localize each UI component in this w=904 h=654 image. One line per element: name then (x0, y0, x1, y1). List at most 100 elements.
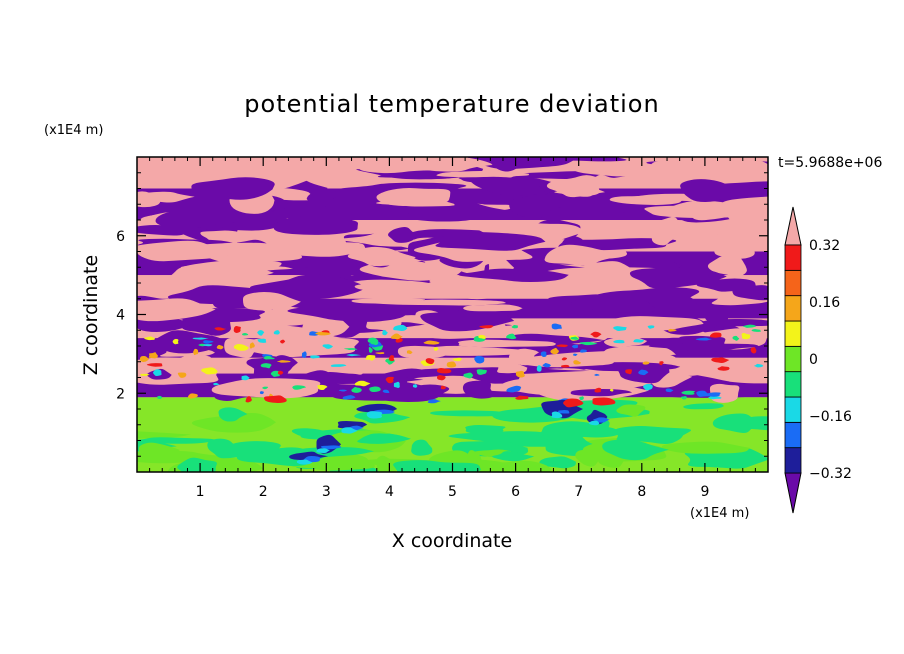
field-blob (155, 205, 263, 230)
lower-patch (138, 442, 180, 458)
field-blob (397, 345, 440, 359)
interface-speck (385, 376, 394, 384)
plume-edge (341, 427, 358, 434)
interface-speck (193, 348, 199, 356)
interface-speck (172, 338, 179, 345)
plume-mid (558, 409, 570, 414)
plume-edge (551, 411, 563, 419)
colorbar-swatch (784, 396, 802, 423)
interface-speck (647, 325, 655, 329)
interface-speck (579, 349, 587, 353)
field-blob (306, 188, 338, 203)
field-blob (570, 388, 633, 397)
interface-speck (382, 389, 390, 394)
lower-patch (614, 426, 692, 444)
interface-speck (452, 357, 462, 362)
interface-speck (382, 329, 388, 336)
x-tick-label: 8 (637, 484, 646, 500)
y-unit-label: (x1E4 m) (44, 123, 103, 138)
interface-speck (732, 335, 740, 341)
field-blob (397, 299, 507, 306)
colorbar-tick-label: 0.16 (809, 295, 840, 311)
interface-speck (515, 370, 525, 378)
field-blob (458, 268, 569, 283)
interface-speck (263, 356, 275, 360)
lower-patch (492, 451, 535, 462)
field-blob (604, 334, 648, 348)
interface-speck (573, 360, 582, 365)
field-blob (354, 283, 476, 296)
interface-speck (140, 373, 150, 376)
interface-speck (633, 339, 644, 343)
x-tick-label: 1 (196, 484, 205, 500)
field-blob (137, 357, 251, 369)
field-blob (388, 227, 419, 243)
interface-speck (146, 363, 163, 367)
interface-speck (351, 387, 362, 393)
interface-speck (148, 352, 158, 359)
interface-speck (579, 341, 598, 346)
interface-speck (609, 388, 614, 392)
field-blob (722, 196, 768, 220)
field-blob (457, 339, 557, 348)
interface-speck (590, 331, 602, 338)
interface-speck (393, 381, 400, 389)
y-axis-title: Z coordinate (80, 255, 102, 375)
interface-speck (436, 375, 446, 381)
field-blob (509, 193, 561, 219)
y-tick-label: 6 (116, 229, 125, 245)
interface-speck (354, 380, 371, 387)
interface-speck (741, 332, 751, 340)
interface-speck (659, 361, 664, 366)
field-blob (137, 240, 237, 262)
interface-speck (270, 370, 281, 377)
interface-speck (249, 342, 255, 349)
interface-speck (317, 384, 328, 391)
interface-speck (665, 388, 674, 393)
colorbar-swatch (784, 421, 802, 449)
interface-speck (280, 339, 286, 344)
interface-speck (709, 332, 722, 338)
interface-speck (561, 357, 568, 361)
interface-speck (571, 344, 579, 349)
colorbar-over-triangle (784, 206, 802, 246)
interface-speck (711, 357, 730, 363)
interface-speck (754, 363, 764, 368)
field-blob (692, 363, 768, 384)
interface-speck (594, 373, 600, 376)
colorbar-tick-label: 0 (809, 352, 818, 368)
field-blob (194, 242, 303, 264)
interface-speck (233, 325, 241, 333)
field-blob (404, 201, 515, 222)
x-tick-label: 2 (259, 484, 268, 500)
interface-speck (315, 331, 331, 336)
interface-speck (292, 385, 307, 390)
lower-patch (616, 404, 646, 417)
field-blob (251, 165, 315, 179)
field-blob (376, 200, 455, 207)
interface-speck (301, 351, 307, 358)
x-tick-label: 6 (511, 484, 520, 500)
interface-speck (511, 324, 519, 329)
interface-speck (262, 386, 269, 390)
colorbar-swatch (784, 244, 802, 271)
interface-speck (406, 350, 413, 355)
lower-patch (137, 431, 191, 439)
field-blob (702, 318, 768, 327)
interface-speck (390, 333, 403, 340)
lower-patch (411, 439, 433, 456)
warm-pocket (563, 398, 584, 408)
plume-edge (296, 459, 313, 465)
interface-speck (613, 339, 625, 344)
lower-patch (712, 413, 765, 434)
interface-speck (310, 355, 320, 359)
interface-speck (570, 336, 579, 340)
field-blob (496, 360, 528, 374)
interface-speck (440, 385, 447, 390)
interface-speck (542, 362, 551, 368)
field-blob (137, 191, 195, 203)
colorbar-tick-label: 0.32 (809, 238, 840, 254)
interface-speck (474, 355, 485, 364)
interface-speck (277, 370, 284, 375)
